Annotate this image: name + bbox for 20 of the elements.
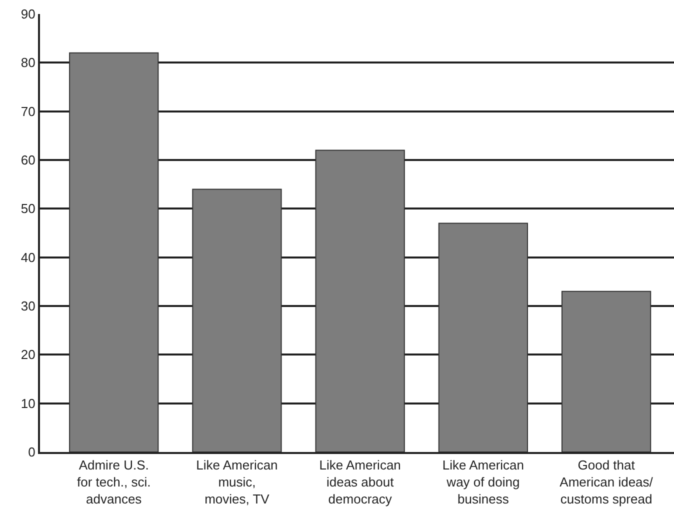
y-tick-label: 90 (20, 6, 36, 22)
y-tick-label: 40 (20, 250, 36, 265)
y-tick-label: 70 (20, 104, 36, 119)
bar (438, 222, 528, 452)
y-tick-label: 10 (20, 396, 36, 411)
y-tick-label: 0 (28, 444, 36, 460)
bar (315, 150, 405, 452)
x-tick-label: Admire U.S. for tech., sci. advances (77, 458, 151, 506)
bar (69, 52, 159, 452)
y-tick-label: 80 (20, 55, 36, 70)
bar (192, 188, 282, 452)
x-tick-label: Good that American ideas/ customs spread (560, 458, 654, 506)
x-tick-label: Like American way of doing business (442, 458, 524, 506)
bar (561, 290, 652, 452)
y-tick-label: 50 (20, 201, 36, 216)
x-tick-label: Like American music, movies, TV (196, 458, 278, 506)
y-tick-label: 60 (20, 152, 36, 168)
y-tick-label: 20 (20, 347, 36, 362)
x-tick-label: Like American ideas about democracy (319, 458, 401, 506)
y-tick-label: 30 (20, 298, 36, 314)
